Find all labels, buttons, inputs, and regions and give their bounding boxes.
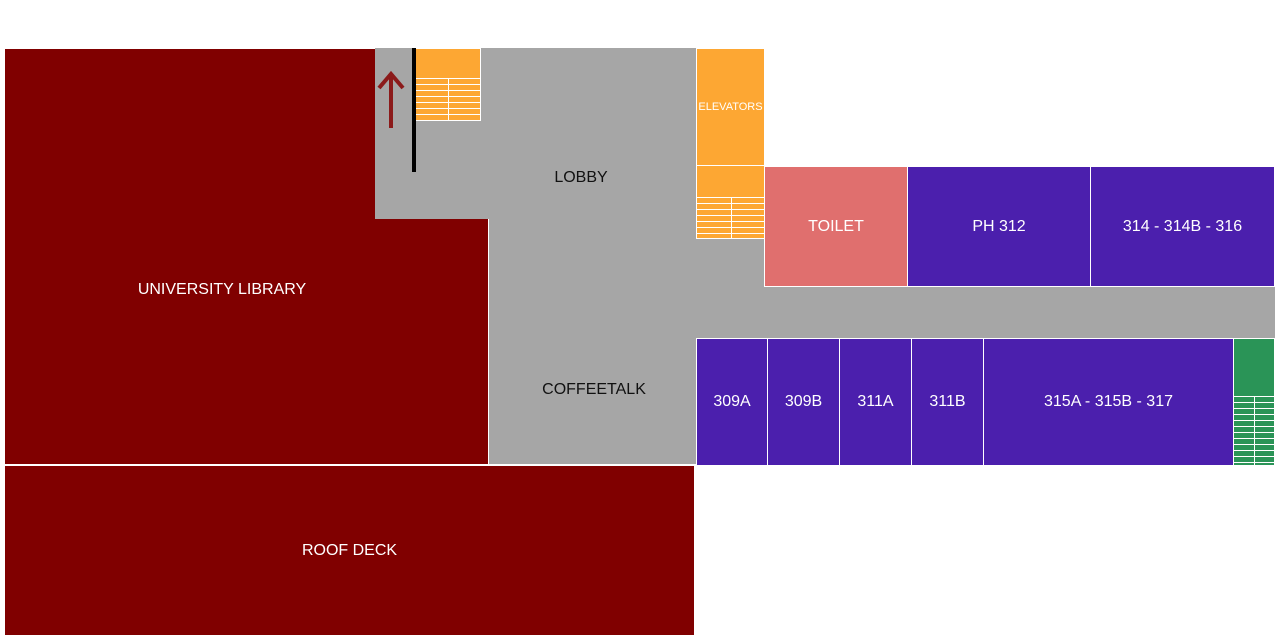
elevators-label: ELEVATORS [698,101,763,113]
room-309a[interactable]: 309A [696,338,768,466]
room-ph312[interactable]: PH 312 [907,166,1091,287]
room-311b-label: 311B [929,393,966,410]
room-315-label: 315A - 315B - 317 [1044,393,1173,410]
roof-deck-label: ROOF DECK [301,541,398,559]
university-library-upper[interactable] [4,48,375,220]
room-311a-label: 311A [857,393,894,410]
university-library-lower[interactable] [4,219,489,465]
roof-deck[interactable]: ROOF DECK [4,465,695,636]
room-314-label: 314 - 314B - 316 [1122,217,1243,235]
toilet[interactable]: TOILET [764,166,908,287]
wall-line [412,48,416,172]
elevators[interactable]: ELEVATORS [696,48,765,166]
coffeetalk-label: COFFEETALK [542,381,646,398]
room-311b[interactable]: 311B [911,338,984,466]
lobby-label: LOBBY [554,169,608,186]
stairs-elevator-steps [696,197,765,239]
room-ph312-label: PH 312 [972,217,1026,235]
stairs-right-steps [1233,396,1275,466]
room-315[interactable]: 315A - 315B - 317 [983,338,1234,466]
university-library-label: UNIVERSITY LIBRARY [137,281,307,298]
stairs-top-steps [415,78,481,121]
room-311a[interactable]: 311A [839,338,912,466]
room-314[interactable]: 314 - 314B - 316 [1090,166,1275,287]
room-309a-label: 309A [713,393,751,410]
room-309b[interactable]: 309B [767,338,840,466]
toilet-label: TOILET [808,217,864,235]
room-309b-label: 309B [784,393,823,410]
coffeetalk-area[interactable] [489,218,696,464]
up-arrow-icon [377,70,405,128]
